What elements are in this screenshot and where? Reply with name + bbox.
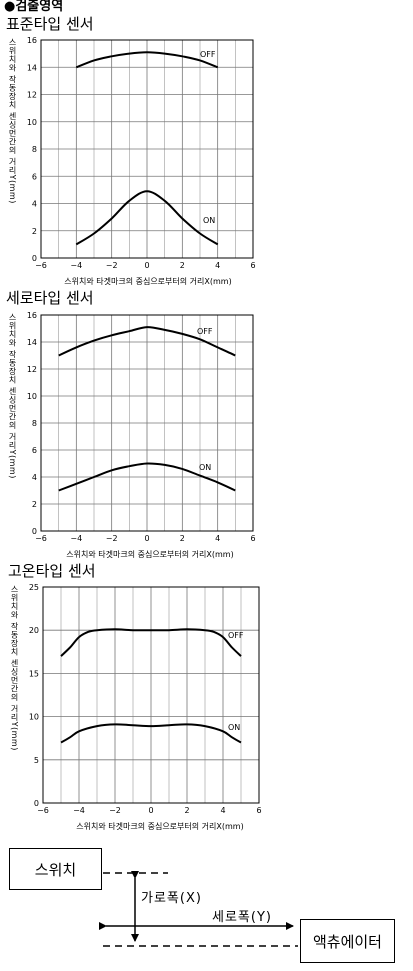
x-tick-label: 6 (250, 261, 255, 270)
x-axis-title: 스위치와 타겟마크의 중심으로부터의 거리X(mm) (64, 276, 231, 286)
x-tick-label: −6 (35, 261, 47, 270)
y-tick-label: 6 (32, 446, 37, 455)
y-tick-label: 10 (29, 713, 39, 722)
x-tick-label: 6 (250, 534, 255, 543)
x-tick-label: 2 (180, 534, 185, 543)
y-tick-label: 8 (32, 145, 37, 154)
y-tick-label: 4 (32, 200, 37, 209)
y-tick-label: 10 (27, 392, 37, 401)
chart-vertical: −6 −4 −2 0 2 4 6 0 2 4 6 8 10 12 14 16 OFF ON 스위치와 타겟마크의 중… (27, 311, 256, 559)
x-axis-label: 가로폭(X) (141, 891, 202, 906)
y-tick-label: 14 (27, 63, 37, 72)
y-tick-label: 15 (29, 669, 39, 678)
y-tick-label: 4 (32, 473, 37, 482)
plot-frame (40, 39, 254, 259)
series-line-off (58, 326, 236, 357)
actuator-label: 액츄에이터 (312, 932, 382, 951)
y-tick-label: 0 (32, 527, 37, 536)
y-tick-label: 2 (32, 500, 37, 509)
x-tick-label: 2 (184, 806, 189, 815)
y-tick-label: 8 (32, 419, 37, 428)
switch-label: 스위치 (34, 860, 77, 879)
x-tick-label: 4 (215, 534, 220, 543)
plot-frame (42, 586, 260, 804)
y-tick-label: 12 (27, 91, 37, 100)
plot-frame (40, 314, 254, 532)
x-tick-label: −4 (70, 261, 82, 270)
chart-1-ylabel: 스위치와 작동장치 센싱먼간의 거리Y(mm) (8, 38, 17, 204)
series-line-on (75, 190, 219, 246)
y-tick-label: 14 (27, 338, 37, 347)
chart-3-ylabel: 스위치와 작동장치 센싱먼간의 거리Y(mm) (10, 585, 19, 751)
series-line-on (58, 462, 236, 492)
x-tick-label: −6 (35, 534, 47, 543)
x-tick-label: −6 (37, 806, 49, 815)
x-tick-label: −4 (70, 534, 82, 543)
x-tick-label: 0 (144, 534, 149, 543)
x-tick-label: 0 (144, 261, 149, 270)
x-tick-label: 2 (180, 261, 185, 270)
measurement-diagram (99, 871, 298, 947)
section-title-standard: 표준타입 센서 (6, 15, 94, 33)
page-title: ●검출영역 (4, 0, 64, 14)
y-tick-label: 16 (27, 36, 37, 45)
y-tick-label: 0 (34, 799, 39, 808)
y-tick-label: 6 (32, 172, 37, 181)
series-line-off (75, 51, 219, 69)
x-tick-label: −2 (106, 534, 118, 543)
x-tick-label: 4 (220, 806, 225, 815)
series-label-on: ON (199, 463, 211, 472)
series-label-off: OFF (228, 631, 244, 640)
y-tick-label: 10 (27, 118, 37, 127)
x-tick-label: −4 (73, 806, 85, 815)
y-tick-label: 2 (32, 227, 37, 236)
series-label-on: ON (228, 723, 240, 732)
x-tick-label: 0 (148, 806, 153, 815)
switch-box: 스위치 (9, 848, 102, 890)
series-line-on (60, 723, 242, 744)
x-tick-label: −2 (106, 261, 118, 270)
chart-high-temp: −6 −4 −2 0 2 4 6 0 5 10 15 20 25 OFF ON 스위치와 타겟마크의 중심으로… (29, 583, 262, 831)
actuator-box: 액츄에이터 (300, 919, 395, 963)
chart-standard: −6 −4 −2 0 2 4 6 0 2 4 6 8 10 12 14 16 OFF ON 스위치와 타겟마크의 중… (27, 36, 256, 286)
series-label-off: OFF (197, 327, 213, 336)
y-tick-label: 20 (29, 626, 39, 635)
y-tick-label: 25 (29, 583, 39, 592)
section-title-vertical: 세로타입 센서 (6, 289, 94, 307)
x-tick-label: 4 (215, 261, 220, 270)
section-title-high-temp: 고온타입 센서 (8, 562, 96, 580)
y-axis-label: 세로폭(Y) (212, 910, 272, 925)
series-label-on: ON (203, 216, 215, 225)
x-tick-label: −2 (109, 806, 121, 815)
y-tick-label: 16 (27, 311, 37, 320)
x-axis-title: 스위치와 타겟마크의 중심으로부터의 거리X(mm) (66, 549, 233, 559)
y-tick-label: 5 (34, 756, 39, 765)
series-label-off: OFF (200, 50, 216, 59)
x-tick-label: 6 (256, 806, 261, 815)
series-line-off (60, 628, 242, 657)
y-tick-label: 0 (32, 254, 37, 263)
chart-2-ylabel: 스위치와 작동장치 센싱먼간의 거리Y(mm) (8, 313, 17, 479)
y-tick-label: 12 (27, 365, 37, 374)
x-axis-title: 스위치와 타겟마크의 중심으로부터의 거리X(mm) (76, 821, 243, 831)
